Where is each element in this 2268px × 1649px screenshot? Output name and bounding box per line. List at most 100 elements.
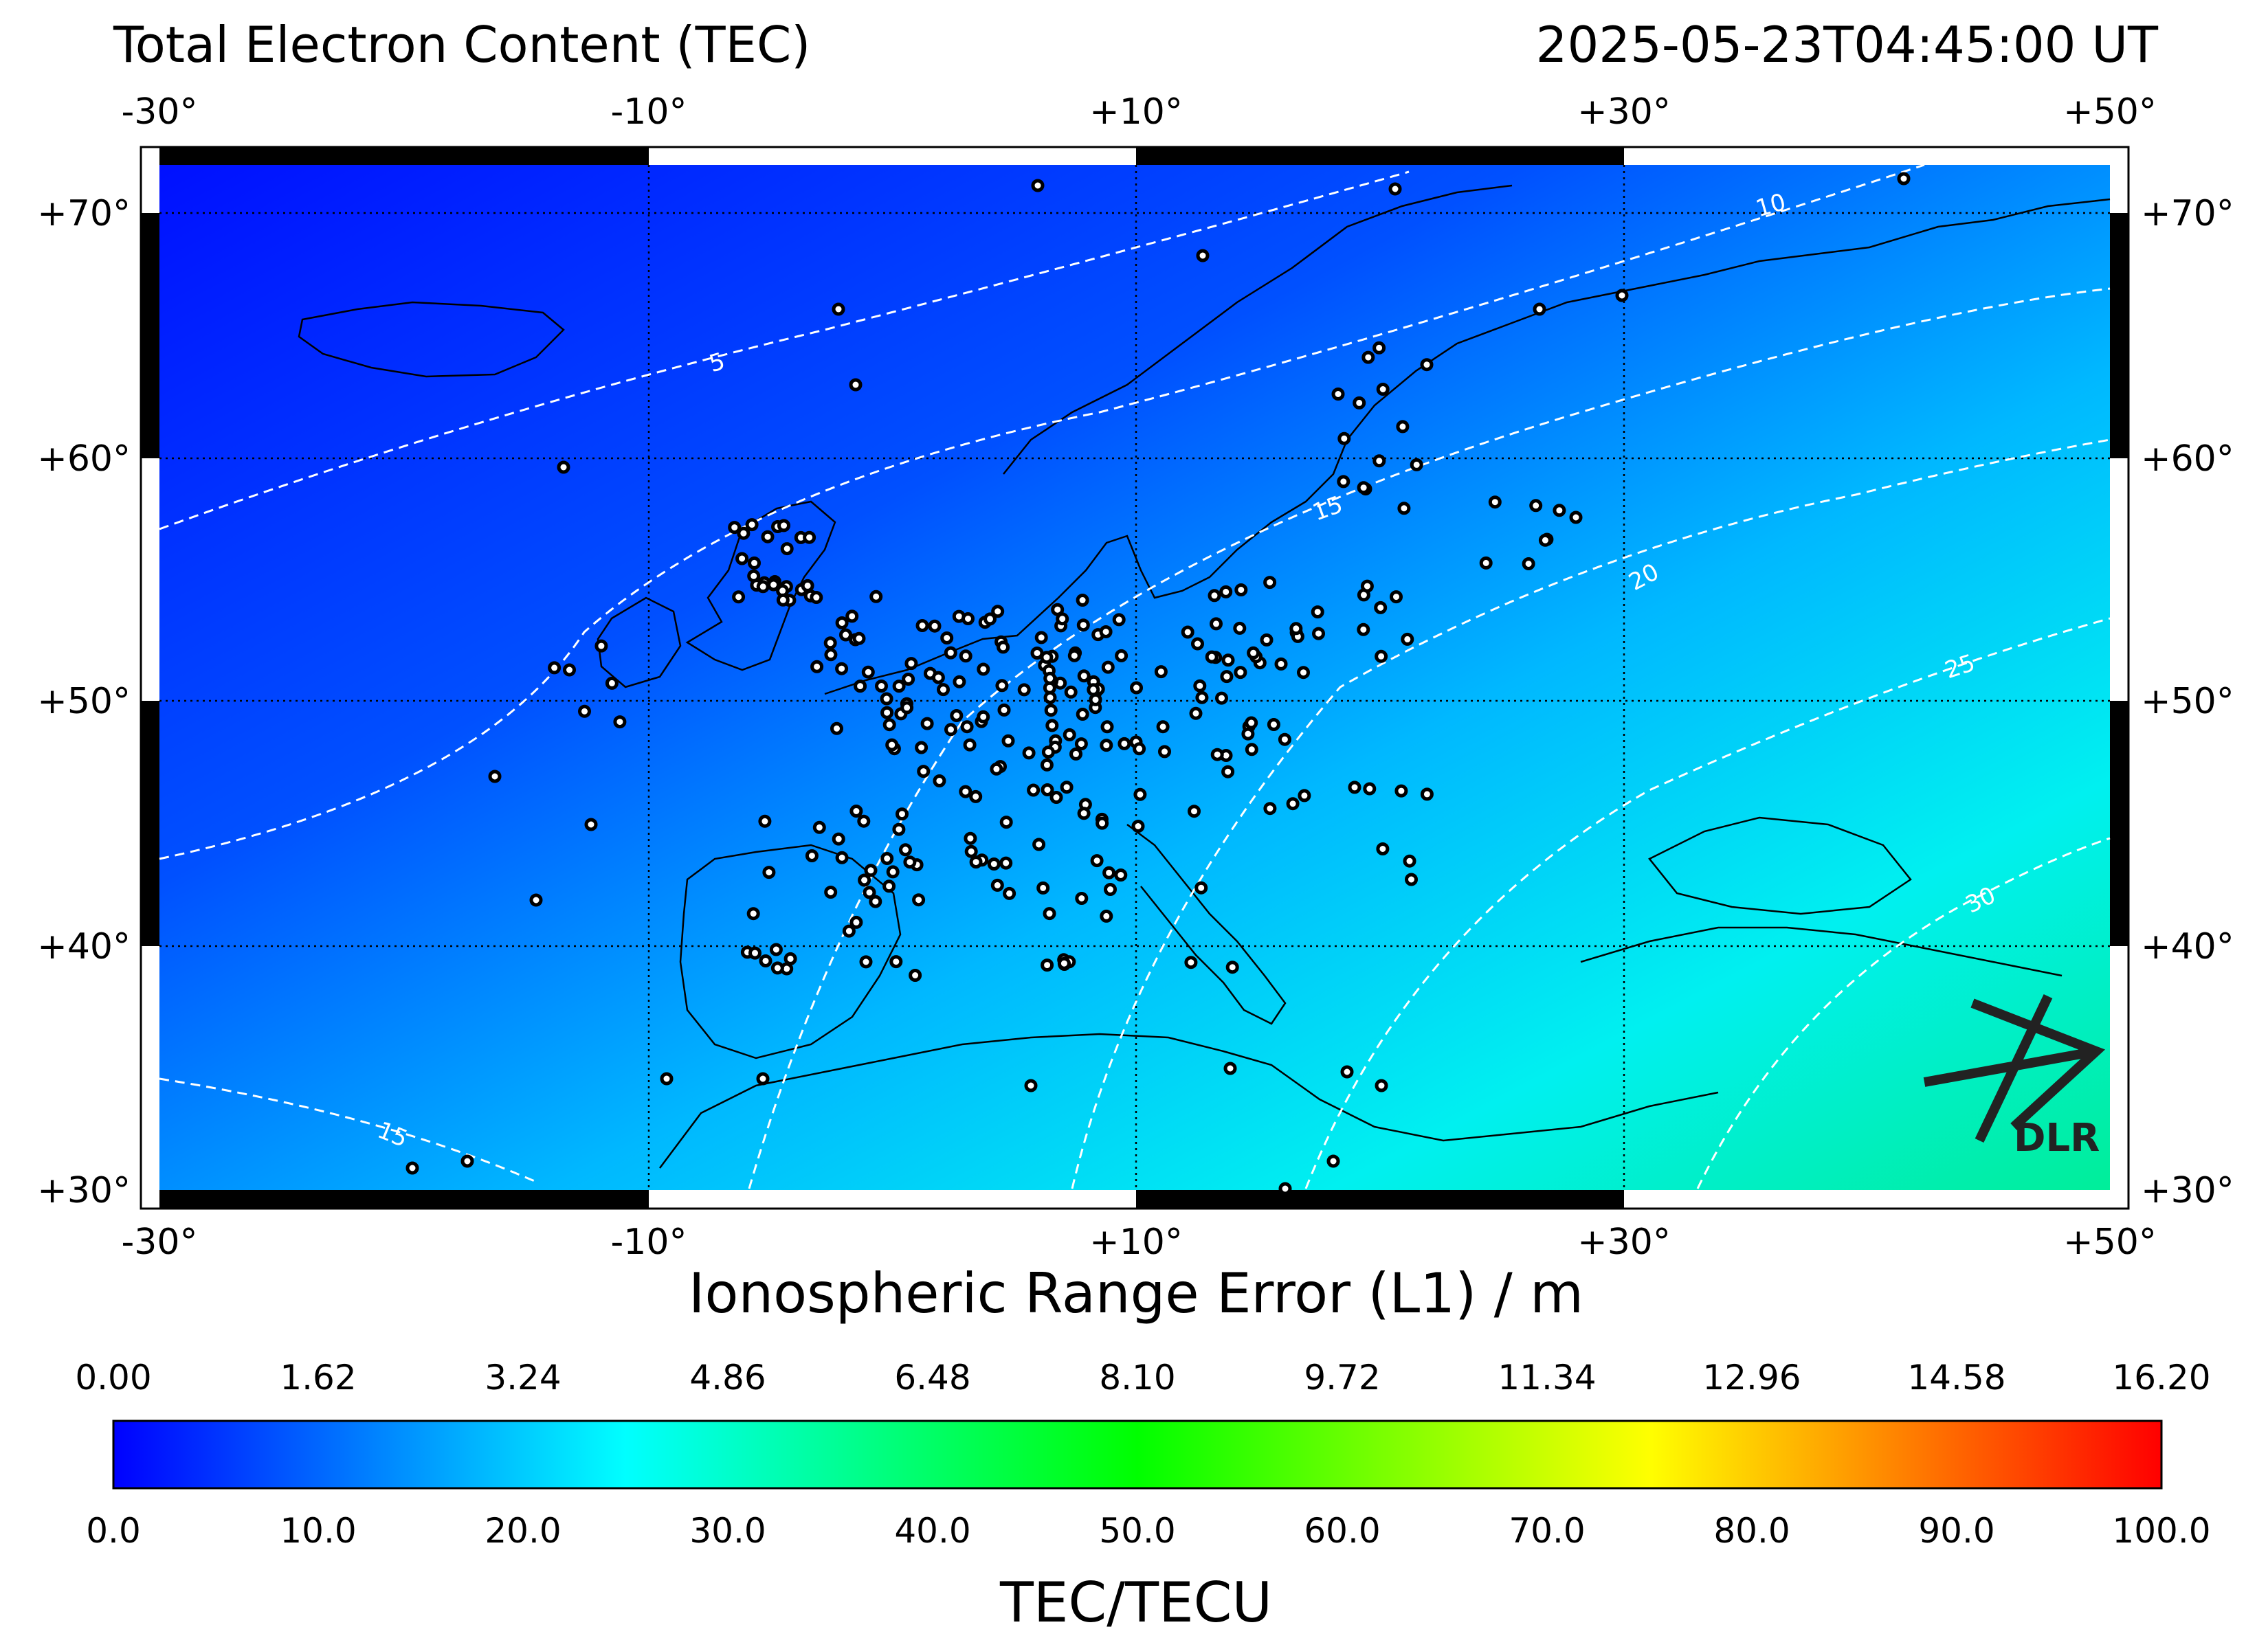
station-marker: [1181, 625, 1194, 639]
station-marker: [1247, 646, 1260, 660]
station-marker: [584, 818, 598, 831]
station-marker: [824, 886, 838, 899]
tec-label: 30.0: [689, 1511, 766, 1551]
tec-label: 70.0: [1509, 1511, 1585, 1551]
station-marker: [1130, 681, 1143, 695]
lon-tick-label: +30°: [1577, 91, 1671, 133]
station-marker: [1390, 590, 1403, 604]
continent-coast: [824, 198, 2111, 695]
tec-label: 60.0: [1304, 1511, 1380, 1551]
station-marker: [1003, 886, 1016, 900]
station-marker: [1375, 649, 1388, 663]
station-marker: [1096, 816, 1109, 830]
station-marker: [557, 460, 570, 474]
station-marker: [1041, 958, 1054, 972]
station-marker: [1221, 765, 1235, 778]
iceland-coast: [298, 301, 565, 378]
lon-tick-label: +10°: [1089, 1222, 1183, 1263]
station-marker: [812, 820, 826, 834]
station-marker: [1100, 739, 1113, 752]
lat-tick-label: +50°: [37, 681, 131, 722]
station-marker: [1376, 842, 1390, 855]
station-marker: [1017, 683, 1031, 697]
station-marker: [1553, 504, 1566, 517]
station-marker: [944, 646, 957, 660]
station-marker: [1191, 637, 1204, 651]
station-marker: [915, 619, 929, 632]
station-marker: [1100, 720, 1114, 734]
station-marker: [732, 590, 746, 604]
station-marker: [1372, 341, 1386, 355]
station-marker: [1049, 791, 1063, 804]
station-marker: [909, 969, 922, 982]
station-marker: [931, 671, 945, 684]
station-marker: [1374, 601, 1388, 614]
station-marker: [823, 636, 837, 650]
station-marker: [1184, 956, 1198, 969]
station-marker: [902, 673, 915, 686]
station-marker: [1396, 420, 1410, 434]
station-marker: [746, 907, 760, 921]
station-marker: [605, 676, 619, 690]
station-marker: [1156, 720, 1170, 734]
lon-tick-label: -30°: [122, 91, 198, 133]
colorbar-title: Ionospheric Range Error (L1) / m: [689, 1261, 1583, 1325]
station-marker: [1060, 781, 1074, 794]
station-marker: [1278, 732, 1291, 746]
station-marker: [963, 738, 977, 752]
station-marker: [1267, 718, 1280, 731]
station-marker: [1112, 613, 1126, 627]
lat-labels-right: +70° +60° +50° +40° +30°: [2141, 193, 2234, 1211]
station-marker: [1041, 745, 1055, 759]
station-marker: [1210, 748, 1224, 761]
station-marker: [1063, 728, 1076, 741]
lat-tick-label: +60°: [2141, 438, 2234, 480]
station-marker: [1041, 783, 1054, 796]
station-marker: [858, 873, 871, 887]
station-marker: [824, 648, 838, 662]
station-marker: [728, 521, 742, 535]
station-marker: [1241, 727, 1255, 741]
station-marker: [854, 680, 867, 693]
lat-tick-label: +70°: [37, 193, 131, 234]
station-marker: [776, 593, 790, 607]
range-error-label: 8.10: [1099, 1358, 1175, 1398]
station-marker: [835, 616, 849, 629]
station-marker: [882, 879, 896, 893]
station-marker: [1077, 807, 1091, 820]
station-marker: [1031, 179, 1045, 192]
station-marker: [1522, 557, 1535, 570]
station-marker: [960, 720, 974, 734]
station-marker: [1220, 670, 1234, 684]
station-marker: [762, 866, 776, 879]
station-marker: [920, 717, 934, 730]
lon-tick-label: +10°: [1089, 91, 1183, 133]
station-marker: [1420, 358, 1434, 372]
station-marker: [1077, 669, 1091, 683]
station-marker: [769, 943, 783, 956]
station-marker: [594, 639, 608, 653]
station-marker: [1158, 745, 1171, 759]
contour-5-lower: [159, 164, 1925, 860]
station-marker: [405, 1161, 419, 1175]
graticule: [159, 165, 2110, 1190]
station-marker: [997, 640, 1010, 654]
station-marker: [832, 302, 845, 316]
station-marker: [1410, 458, 1423, 471]
station-marker: [857, 814, 871, 828]
station-marker: [892, 680, 906, 693]
station-marker: [889, 955, 903, 969]
station-marker: [864, 864, 878, 877]
lat-tick-label: +50°: [2141, 681, 2234, 722]
station-marker: [869, 590, 883, 603]
station-marker: [1189, 706, 1203, 720]
station-marker: [1289, 622, 1303, 636]
station-marker: [842, 924, 856, 938]
station-marker: [875, 680, 888, 693]
station-marker: [961, 612, 975, 625]
station-marker: [1045, 719, 1059, 732]
station-marker: [1361, 350, 1375, 364]
station-marker: [861, 665, 875, 679]
station-marker: [1056, 612, 1069, 626]
station-marker: [1208, 589, 1221, 603]
